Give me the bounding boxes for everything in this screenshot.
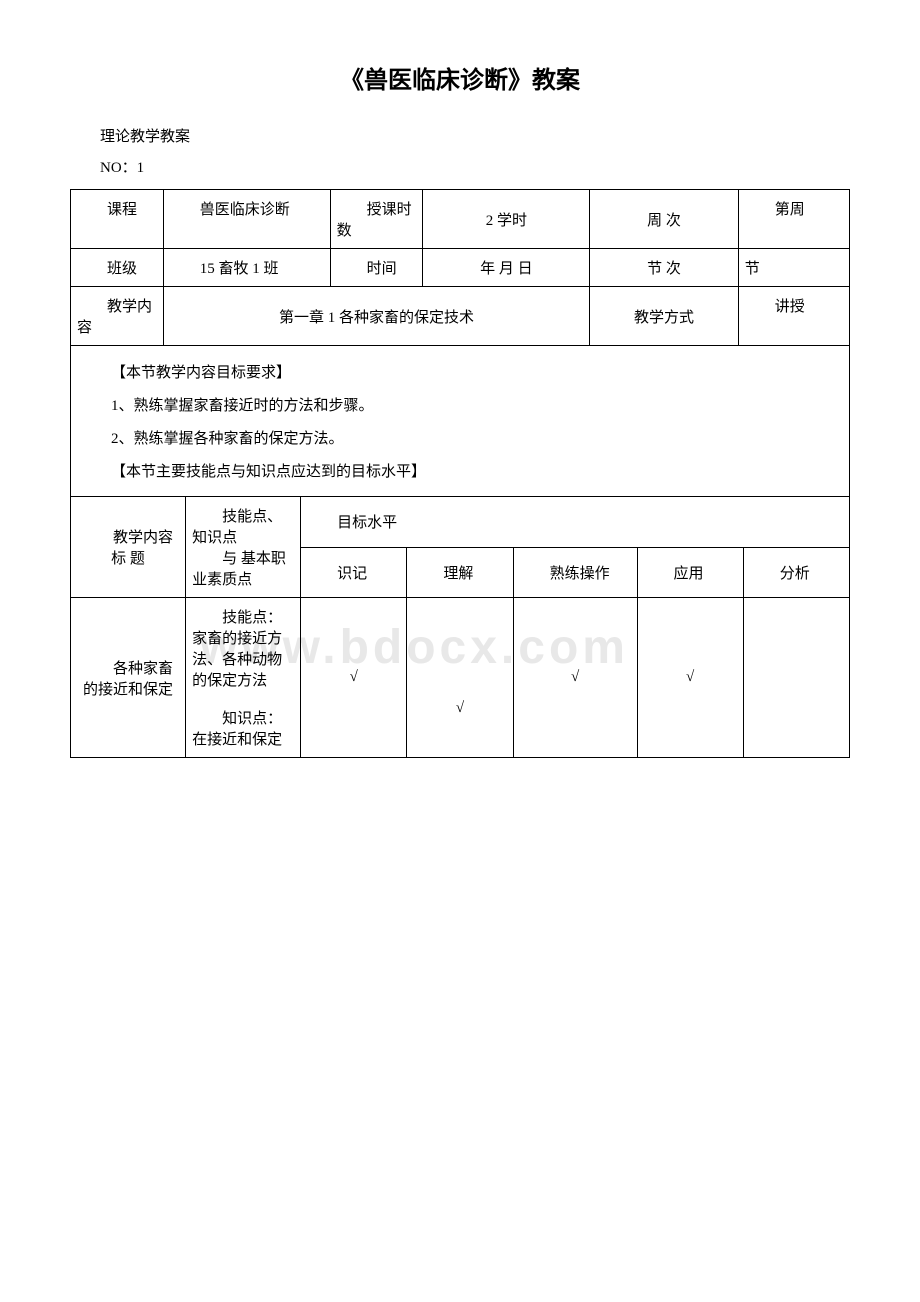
info-table: 课程 兽医临床诊断 授课时数 2 学时 周 次 第周 班级 15 畜牧 1 班 … bbox=[70, 189, 850, 346]
table-row: 教学内容标 题 技能点、知识点 与 基本职业素质点 目标水平 bbox=[71, 497, 850, 548]
header-cell: 教学内容标 题 bbox=[71, 497, 186, 598]
page-title: 《兽医临床诊断》教案 bbox=[70, 60, 850, 95]
check-cell: √ bbox=[407, 598, 513, 758]
objectives-heading: 【本节主要技能点与知识点应达到的目标水平】 bbox=[81, 460, 839, 481]
value-cell: 年 月 日 bbox=[423, 249, 590, 287]
label-cell: 授课时数 bbox=[330, 190, 423, 249]
value-cell: 兽医临床诊断 bbox=[163, 190, 330, 249]
skills-table: 教学内容标 题 技能点、知识点 与 基本职业素质点 目标水平 识记 理解 熟练操… bbox=[70, 496, 850, 758]
subtitle: 理论教学教案 bbox=[70, 125, 850, 146]
check-cell bbox=[743, 598, 849, 758]
label-cell: 教学内容 bbox=[71, 287, 164, 346]
header-cell: 理解 bbox=[407, 547, 513, 598]
header-cell: 目标水平 bbox=[301, 497, 850, 548]
header-cell: 分析 bbox=[743, 547, 849, 598]
objective-item: 2、熟练掌握各种家畜的保定方法。 bbox=[81, 427, 839, 448]
header-cell: 熟练操作 bbox=[513, 547, 637, 598]
header-cell: 应用 bbox=[637, 547, 743, 598]
value-cell: 2 学时 bbox=[423, 190, 590, 249]
label-cell: 时间 bbox=[330, 249, 423, 287]
header-cell: 识记 bbox=[301, 547, 407, 598]
table-row: 各种家畜的接近和保定 技能点：家畜的接近方法、各种动物的保定方法 知识点：在接近… bbox=[71, 598, 850, 758]
skill-cell: 技能点：家畜的接近方法、各种动物的保定方法 知识点：在接近和保定 bbox=[186, 598, 301, 758]
value-cell: 第周 bbox=[738, 190, 849, 249]
label-cell: 节 次 bbox=[590, 249, 738, 287]
objective-item: 1、熟练掌握家畜接近时的方法和步骤。 bbox=[81, 394, 839, 415]
table-row: 教学内容 第一章 1 各种家畜的保定技术 教学方式 讲授 bbox=[71, 287, 850, 346]
check-cell: √ bbox=[637, 598, 743, 758]
table-row: 课程 兽医临床诊断 授课时数 2 学时 周 次 第周 bbox=[71, 190, 850, 249]
header-cell: 技能点、知识点 与 基本职业素质点 bbox=[186, 497, 301, 598]
value-cell: 第一章 1 各种家畜的保定技术 bbox=[163, 287, 590, 346]
table-row: 班级 15 畜牧 1 班 时间 年 月 日 节 次 节 bbox=[71, 249, 850, 287]
check-cell: √ bbox=[513, 598, 637, 758]
label-cell: 班级 bbox=[71, 249, 164, 287]
label-cell: 课程 bbox=[71, 190, 164, 249]
label-cell: 周 次 bbox=[590, 190, 738, 249]
check-cell: √ bbox=[301, 598, 407, 758]
value-cell: 节 bbox=[738, 249, 849, 287]
value-cell: 讲授 bbox=[738, 287, 849, 346]
label-cell: 教学方式 bbox=[590, 287, 738, 346]
topic-cell: 各种家畜的接近和保定 bbox=[71, 598, 186, 758]
no-label: NO：1 bbox=[70, 156, 850, 177]
objectives-heading: 【本节教学内容目标要求】 bbox=[81, 361, 839, 382]
objectives-section: 【本节教学内容目标要求】 1、熟练掌握家畜接近时的方法和步骤。 2、熟练掌握各种… bbox=[70, 346, 850, 496]
value-cell: 15 畜牧 1 班 bbox=[163, 249, 330, 287]
